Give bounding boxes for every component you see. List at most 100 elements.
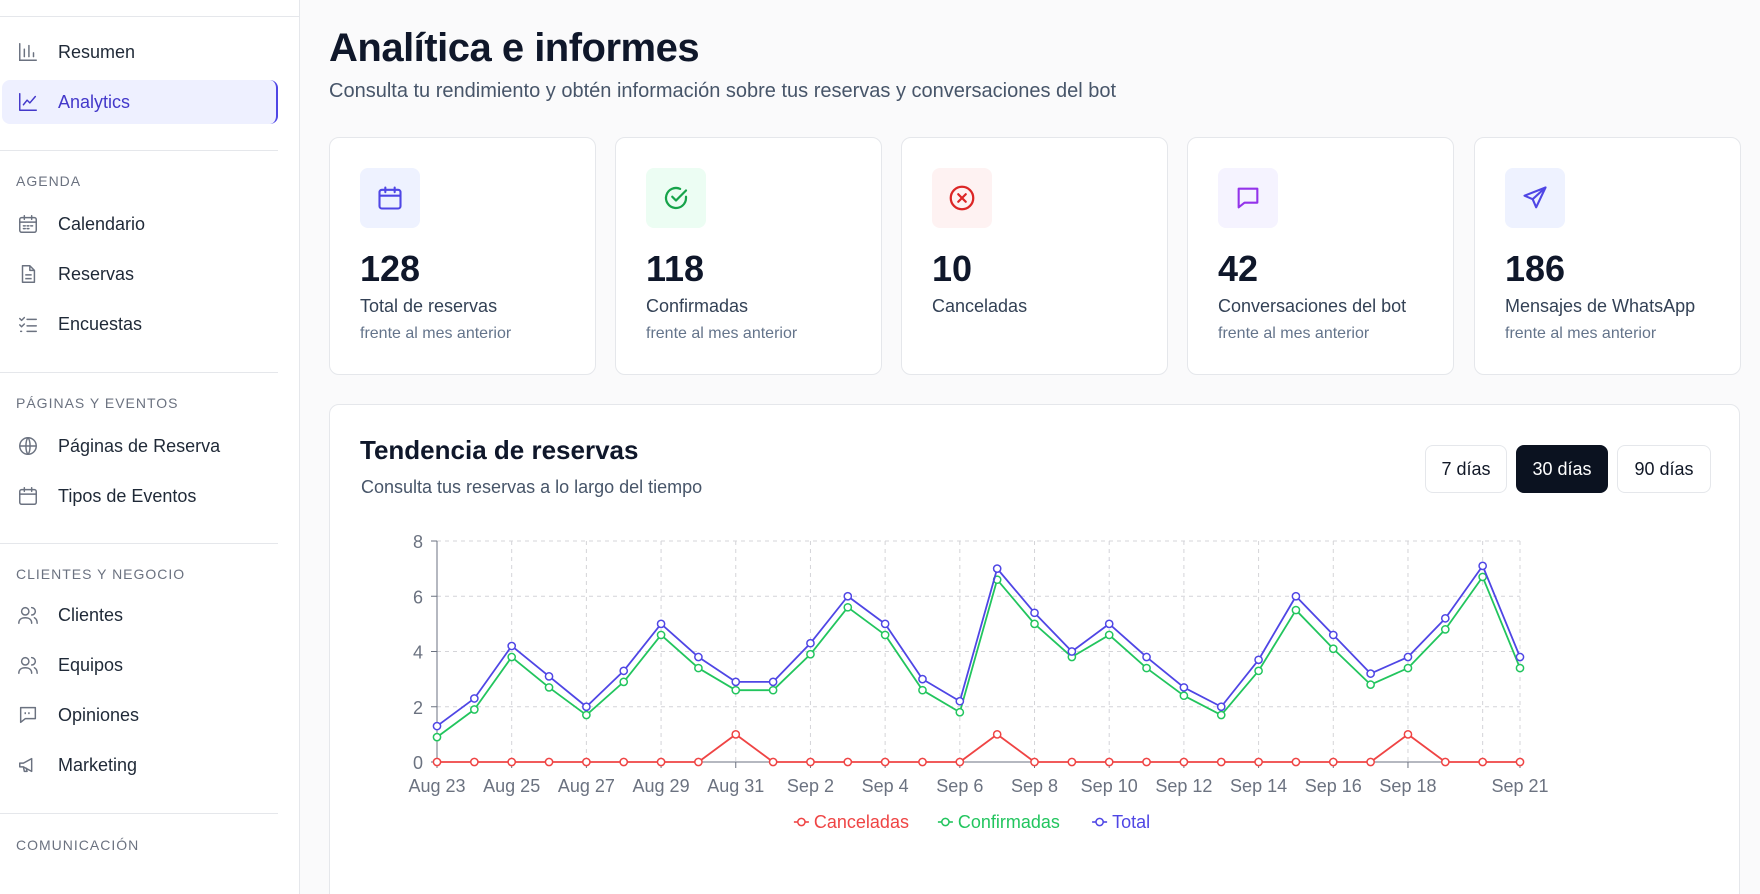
data-point-confirmadas <box>1478 572 1488 582</box>
stat-card-mensajes-whatsapp: 186 Mensajes de WhatsApp frente al mes a… <box>1474 137 1741 375</box>
sidebar-item-label: Reservas <box>58 263 135 284</box>
data-point-confirmadas <box>656 630 666 640</box>
data-point-canceladas <box>469 757 479 767</box>
sidebar: Resumen Analytics AGENDA Calendario Rese… <box>0 0 300 894</box>
data-point-canceladas <box>432 757 442 767</box>
chart-title: Tendencia de reservas <box>360 435 639 465</box>
message-icon <box>1218 168 1278 228</box>
sidebar-item-reservas[interactable]: Reservas <box>2 252 278 296</box>
data-point-canceladas <box>1478 757 1488 767</box>
booking-trend-card: Tendencia de reservas Consulta tus reser… <box>329 404 1740 894</box>
users-icon <box>16 603 40 627</box>
x-tick-label: Sep 12 <box>1155 776 1212 796</box>
x-tick-label: Sep 18 <box>1379 776 1436 796</box>
data-point-confirmadas <box>806 649 815 659</box>
calendar-icon <box>360 168 420 228</box>
calendar-icon <box>16 484 40 508</box>
page-subtitle: Consulta tu rendimiento y obtén informac… <box>329 80 1117 102</box>
data-point-total <box>1254 655 1263 665</box>
series-line-confirmadas <box>436 576 1521 738</box>
data-point-canceladas <box>1067 757 1077 767</box>
sidebar-item-resumen[interactable]: Resumen <box>2 30 278 74</box>
range-7-days-button[interactable]: 7 días <box>1425 445 1507 493</box>
data-point-total <box>582 702 591 712</box>
data-point-total <box>1328 630 1338 640</box>
data-point-confirmadas <box>1366 680 1375 689</box>
sidebar-item-opiniones[interactable]: Opiniones <box>2 693 278 737</box>
sidebar-item-clientes[interactable]: Clientes <box>2 593 278 637</box>
stat-label: Canceladas <box>932 296 1028 316</box>
data-point-canceladas <box>1328 757 1338 767</box>
legend-marker-total <box>1095 817 1104 827</box>
stat-comparison: frente al mes anterior <box>1218 325 1370 342</box>
data-point-total <box>1104 619 1114 629</box>
stat-comparison: frente al mes anterior <box>360 325 512 342</box>
legend-label-total: Total <box>1112 812 1150 832</box>
sidebar-item-label: Analytics <box>58 91 131 112</box>
data-point-canceladas <box>806 757 815 767</box>
y-tick-label: 2 <box>413 698 423 718</box>
data-point-confirmadas <box>1515 663 1525 673</box>
data-point-total <box>1440 614 1450 623</box>
sidebar-item-equipos[interactable]: Equipos <box>2 643 278 687</box>
data-point-canceladas <box>955 757 965 767</box>
data-point-confirmadas <box>918 685 927 695</box>
data-point-total <box>1030 608 1039 618</box>
x-tick-label: Aug 27 <box>558 776 615 796</box>
data-point-confirmadas <box>1254 666 1263 676</box>
y-tick-label: 4 <box>413 643 423 663</box>
data-point-canceladas <box>1030 757 1039 767</box>
sidebar-item-marketing[interactable]: Marketing <box>2 743 278 787</box>
data-point-canceladas <box>731 730 741 739</box>
data-point-canceladas <box>544 757 554 767</box>
data-point-confirmadas <box>1030 619 1039 629</box>
data-point-total <box>1291 591 1301 601</box>
data-point-total <box>731 677 741 687</box>
data-point-canceladas <box>1142 757 1151 767</box>
data-point-total <box>955 696 965 706</box>
data-point-total <box>1179 683 1189 692</box>
data-point-canceladas <box>1254 757 1263 767</box>
sidebar-item-label: Calendario <box>58 213 146 234</box>
data-point-total <box>544 672 554 681</box>
data-point-confirmadas <box>619 677 629 687</box>
stat-label: Mensajes de WhatsApp <box>1505 296 1696 316</box>
megaphone-icon <box>16 753 40 777</box>
sidebar-item-calendario[interactable]: Calendario <box>2 202 278 246</box>
data-point-total <box>1067 647 1077 656</box>
data-point-canceladas <box>1216 757 1226 767</box>
data-point-total <box>880 619 890 629</box>
stat-comparison: frente al mes anterior <box>1505 325 1657 342</box>
range-90-days-button[interactable]: 90 días <box>1617 445 1711 493</box>
check-circle-icon <box>646 168 706 228</box>
data-point-total <box>1515 652 1525 662</box>
y-tick-label: 0 <box>413 753 423 773</box>
sidebar-item-label: Marketing <box>58 754 138 775</box>
data-point-canceladas <box>1440 757 1450 767</box>
x-circle-icon <box>932 168 992 228</box>
data-point-total <box>1142 652 1151 662</box>
data-point-total <box>1366 669 1375 678</box>
sidebar-item-analytics[interactable]: Analytics <box>2 80 278 124</box>
chart-subtitle: Consulta tus reservas a lo largo del tie… <box>361 477 703 497</box>
sidebar-item-paginas-de-reserva[interactable]: Páginas de Reserva <box>2 424 278 468</box>
sidebar-section-title: AGENDA <box>16 173 82 189</box>
data-point-canceladas <box>768 757 778 767</box>
legend-label-canceladas: Canceladas <box>814 812 909 832</box>
data-point-confirmadas <box>1291 605 1301 615</box>
line-chart-icon <box>16 90 40 114</box>
range-30-days-button[interactable]: 30 días <box>1516 445 1608 493</box>
sidebar-item-tipos-de-eventos[interactable]: Tipos de Eventos <box>2 474 278 518</box>
data-point-canceladas <box>619 757 629 767</box>
data-point-canceladas <box>656 757 666 767</box>
data-point-confirmadas <box>880 630 890 640</box>
stat-value: 118 <box>646 248 705 289</box>
data-point-canceladas <box>880 757 890 767</box>
sidebar-divider <box>0 16 299 17</box>
checklist-icon <box>16 312 40 336</box>
data-point-confirmadas <box>432 732 442 742</box>
sidebar-item-label: Páginas de Reserva <box>58 435 221 456</box>
sidebar-item-label: Equipos <box>58 654 124 675</box>
sidebar-item-encuestas[interactable]: Encuestas <box>2 302 278 346</box>
review-icon <box>16 703 40 727</box>
